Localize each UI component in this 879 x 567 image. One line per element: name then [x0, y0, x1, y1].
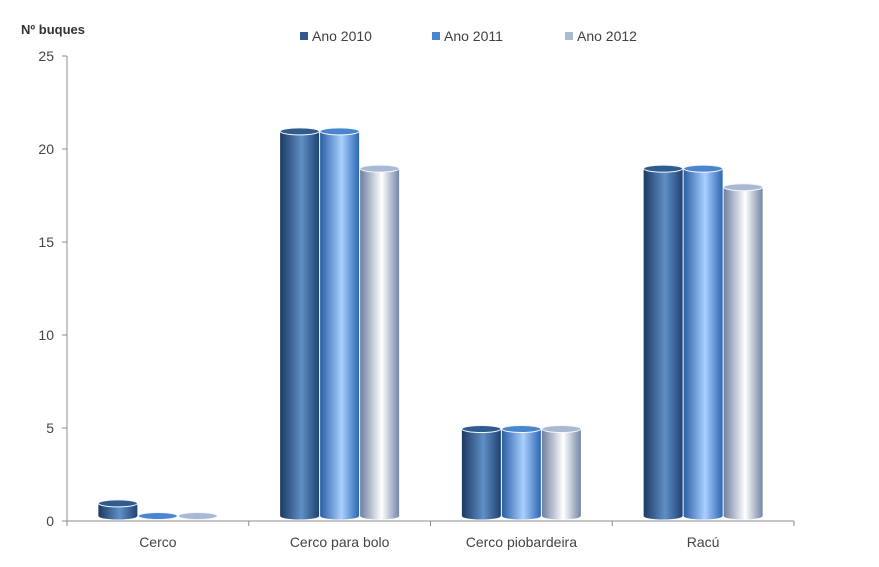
y-tick-label: 0 [46, 513, 54, 529]
bar-top [319, 127, 360, 136]
bar-top [359, 164, 400, 173]
bar-body [643, 168, 683, 520]
legend-swatch [565, 32, 573, 40]
y-tick-label: 5 [46, 420, 54, 436]
x-axis: Cerco Cerco para bolo Cerco piobardeira Rac… [66, 520, 795, 550]
bar-top [279, 127, 320, 136]
bar [359, 164, 400, 520]
legend-label: Ano 2011 [444, 28, 503, 44]
bar-top [137, 512, 178, 520]
x-tick-label: Cerco para bolo [290, 534, 390, 550]
legend-item: Ano 2010 [300, 28, 372, 44]
bar-body [98, 503, 138, 520]
x-tick-label: Cerco [139, 534, 177, 550]
x-tick-label: Cerco piobardeira [466, 534, 577, 550]
y-axis: 0 5 10 15 20 25 [38, 48, 68, 529]
bar-body [360, 168, 400, 520]
legend-item: Ano 2011 [432, 28, 503, 44]
bar [319, 127, 360, 520]
bar-top [177, 512, 218, 520]
bar [177, 512, 218, 520]
y-axis-title: Nº buques [21, 22, 85, 37]
legend-label: Ano 2010 [312, 28, 372, 44]
bar [461, 425, 502, 520]
legend-swatch [300, 32, 308, 40]
y-tick-label: 25 [38, 48, 54, 64]
bar-top [461, 425, 502, 433]
bar [279, 127, 320, 520]
bar-body [541, 429, 581, 520]
x-tick-label: Racú [687, 534, 720, 550]
bar [723, 183, 764, 520]
bar-body [280, 131, 320, 520]
bar-top [643, 164, 684, 173]
bar [643, 164, 684, 520]
bar-body [501, 429, 541, 520]
bar-body [461, 429, 501, 520]
bar-body [723, 187, 763, 520]
bar [97, 499, 138, 520]
legend-label: Ano 2012 [577, 28, 637, 44]
bar [137, 512, 178, 520]
bar-top [501, 425, 542, 433]
bar-top [723, 183, 764, 192]
bar [683, 164, 724, 520]
bar-top [541, 425, 582, 433]
legend: Ano 2010 Ano 2011 Ano 2012 [300, 28, 637, 44]
y-tick-label: 15 [38, 234, 54, 250]
legend-swatch [432, 32, 440, 40]
bar-body [320, 131, 360, 520]
bar-top [97, 499, 138, 508]
bars [97, 127, 764, 520]
bar [541, 425, 582, 520]
legend-item: Ano 2012 [565, 28, 637, 44]
y-tick-label: 20 [38, 141, 54, 157]
bar-top [683, 164, 724, 173]
y-tick-label: 10 [38, 327, 54, 343]
bar [501, 425, 542, 520]
bar-body [683, 168, 723, 520]
